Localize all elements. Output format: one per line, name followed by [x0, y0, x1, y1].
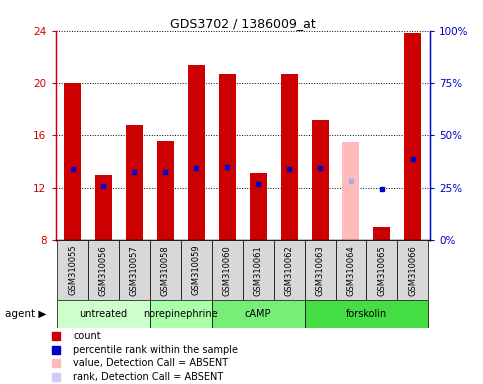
Text: GSM310056: GSM310056	[99, 245, 108, 296]
Bar	[150, 300, 212, 328]
Text: GSM310065: GSM310065	[377, 245, 386, 296]
Text: percentile rank within the sample: percentile rank within the sample	[73, 345, 239, 355]
Bar	[398, 240, 428, 300]
Bar	[219, 74, 236, 240]
Bar	[181, 240, 212, 300]
Bar	[305, 240, 336, 300]
Title: GDS3702 / 1386009_at: GDS3702 / 1386009_at	[170, 17, 315, 30]
Text: GSM310061: GSM310061	[254, 245, 263, 296]
Bar	[212, 240, 242, 300]
Bar	[367, 240, 398, 300]
Bar	[281, 74, 298, 240]
Bar	[157, 141, 174, 240]
Text: GSM310059: GSM310059	[192, 245, 201, 295]
Bar	[212, 300, 305, 328]
Bar	[336, 240, 367, 300]
Bar	[150, 240, 181, 300]
Bar	[242, 240, 274, 300]
Text: GSM310055: GSM310055	[68, 245, 77, 295]
Text: GSM310064: GSM310064	[346, 245, 355, 296]
Bar	[305, 300, 428, 328]
Text: value, Detection Call = ABSENT: value, Detection Call = ABSENT	[73, 358, 228, 368]
Bar	[57, 240, 88, 300]
Bar	[342, 142, 359, 240]
Text: agent ▶: agent ▶	[5, 309, 46, 319]
Bar	[188, 65, 205, 240]
Text: GSM310063: GSM310063	[315, 245, 325, 296]
Text: GSM310060: GSM310060	[223, 245, 232, 296]
Bar	[312, 120, 328, 240]
Text: GSM310057: GSM310057	[130, 245, 139, 296]
Bar	[126, 125, 143, 240]
Text: GSM310058: GSM310058	[161, 245, 170, 296]
Bar	[274, 240, 305, 300]
Bar	[373, 227, 390, 240]
Text: GSM310066: GSM310066	[408, 245, 417, 296]
Bar	[119, 240, 150, 300]
Bar	[250, 173, 267, 240]
Text: GSM310062: GSM310062	[284, 245, 294, 296]
Bar	[88, 240, 119, 300]
Text: untreated: untreated	[79, 309, 128, 319]
Bar	[404, 33, 421, 240]
Bar	[57, 300, 150, 328]
Bar	[95, 175, 112, 240]
Text: count: count	[73, 331, 101, 341]
Text: forskolin: forskolin	[346, 309, 387, 319]
Bar	[64, 83, 81, 240]
Text: norepinephrine: norepinephrine	[143, 309, 218, 319]
Text: cAMP: cAMP	[245, 309, 271, 319]
Text: rank, Detection Call = ABSENT: rank, Detection Call = ABSENT	[73, 372, 224, 382]
